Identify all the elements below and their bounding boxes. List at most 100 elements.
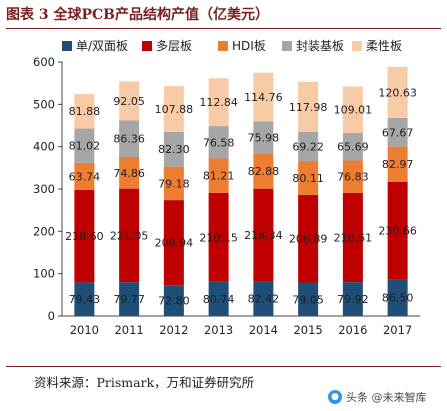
data-label: 82.97 <box>382 158 414 171</box>
bar-segment <box>119 120 140 157</box>
bar-segment <box>253 153 274 189</box>
bar-segment <box>163 200 184 286</box>
x-tick-label: 2010 <box>70 323 99 337</box>
bar-segment <box>208 192 229 282</box>
x-tick-label: 2013 <box>204 323 233 337</box>
bar-segment <box>342 193 363 283</box>
bar-segment <box>342 132 363 161</box>
data-label: 79.18 <box>158 177 190 190</box>
bar-segment <box>208 158 229 193</box>
legend-label: 封装基板 <box>296 39 344 53</box>
bar-segment <box>387 117 408 147</box>
data-label: 81.21 <box>203 170 235 183</box>
bar-segment <box>298 161 319 195</box>
title-rule <box>6 28 441 29</box>
source-note: 资料来源：Prismark，万和证券研究所 <box>34 375 255 390</box>
data-labels: 79.43 218.60 63.74 81.02 81.88 79.77 221.05 74.… <box>65 86 417 307</box>
y-tick-label: 200 <box>33 224 55 238</box>
data-label: 92.05 <box>113 95 145 108</box>
source-rule <box>6 366 441 367</box>
bar-segment <box>342 282 363 316</box>
stacked-bar-chart: 单/双面板 多层板 HDI板 封装基板 柔性板 0100200300400500600 … <box>33 39 420 337</box>
bar-segment <box>342 160 363 194</box>
x-tick-label: 2012 <box>159 323 188 337</box>
data-label: 230.66 <box>378 225 417 238</box>
bar-segment <box>163 285 184 316</box>
bar-segment <box>208 78 229 127</box>
data-label: 65.69 <box>337 141 369 154</box>
x-tick-label: 2015 <box>293 323 322 337</box>
data-label: 72.80 <box>158 295 190 308</box>
data-label: 200.94 <box>155 237 194 250</box>
y-tick-label: 100 <box>33 267 55 281</box>
data-label: 67.67 <box>382 126 414 139</box>
bar-segment <box>298 131 319 162</box>
data-label: 79.77 <box>113 293 145 306</box>
y-tick-label: 400 <box>33 140 55 154</box>
bar-segment <box>387 66 408 118</box>
y-axis: 0 100 200 300 400 500 600 <box>33 55 63 323</box>
legend-label: 柔性板 <box>366 39 402 53</box>
data-label: 76.83 <box>337 171 369 184</box>
bar-segment <box>119 81 140 121</box>
x-tick-label: 2016 <box>338 323 367 337</box>
legend: 单/双面板 多层板 HDI板 封装基板 柔性板 <box>62 39 402 53</box>
data-label: 86.36 <box>113 133 145 146</box>
bar-segment <box>253 72 274 122</box>
legend-swatch <box>142 41 152 51</box>
figure-title: 图表 3 全球PCB产品结构产值（亿美元） <box>6 7 269 23</box>
data-label: 112.84 <box>199 96 238 109</box>
bar-segment <box>253 121 274 154</box>
bar-segment <box>253 281 274 316</box>
legend-swatch <box>282 41 292 51</box>
y-tick-label: 500 <box>33 97 55 111</box>
watermark-icon: ● <box>328 390 342 404</box>
data-label: 107.88 <box>155 103 194 116</box>
bar-segment <box>74 189 95 283</box>
data-label: 206.89 <box>289 233 328 246</box>
data-label: 79.43 <box>69 293 101 306</box>
y-tick-label: 300 <box>33 182 55 196</box>
bar-segment <box>119 156 140 189</box>
legend-label: HDI板 <box>232 39 266 53</box>
bar-segment <box>74 128 95 163</box>
data-label: 221.05 <box>110 229 149 242</box>
data-label: 86.50 <box>382 292 414 305</box>
bar-segment <box>387 279 408 316</box>
bar-segment <box>387 181 408 280</box>
legend-label: 单/双面板 <box>76 39 128 53</box>
data-label: 82.88 <box>248 165 280 178</box>
legend-swatch <box>352 41 362 51</box>
data-label: 80.11 <box>292 172 324 185</box>
bar-segment <box>298 282 319 316</box>
bar-segment <box>163 131 184 167</box>
data-label: 74.86 <box>113 167 145 180</box>
data-label: 82.30 <box>158 143 190 156</box>
data-label: 218.34 <box>244 229 283 242</box>
data-label: 218.60 <box>65 230 104 243</box>
bar-segment <box>74 162 95 190</box>
data-label: 117.98 <box>289 101 328 114</box>
bar-segment <box>163 166 184 201</box>
bar-segment <box>74 93 95 129</box>
data-label: 82.42 <box>248 293 280 306</box>
data-label: 76.58 <box>203 136 235 149</box>
x-tick-label: 2011 <box>114 323 143 337</box>
data-label: 79.92 <box>337 293 369 306</box>
legend-swatch <box>62 41 72 51</box>
data-label: 79.05 <box>292 293 324 306</box>
data-label: 81.88 <box>69 105 101 118</box>
watermark-text: 头条 @未来智库 <box>346 391 427 404</box>
legend-swatch <box>218 41 228 51</box>
bar-segment <box>298 81 319 132</box>
bar-segment <box>342 86 363 133</box>
data-label: 109.01 <box>334 104 373 117</box>
bar-segment <box>119 188 140 283</box>
data-label: 210.61 <box>334 232 373 245</box>
data-label: 210.15 <box>199 231 238 244</box>
watermark: ● 头条 @未来智库 <box>324 387 427 407</box>
data-label: 69.22 <box>292 140 324 153</box>
data-label: 81.02 <box>69 140 101 153</box>
data-label: 114.76 <box>244 91 283 104</box>
legend-label: 多层板 <box>156 39 192 53</box>
